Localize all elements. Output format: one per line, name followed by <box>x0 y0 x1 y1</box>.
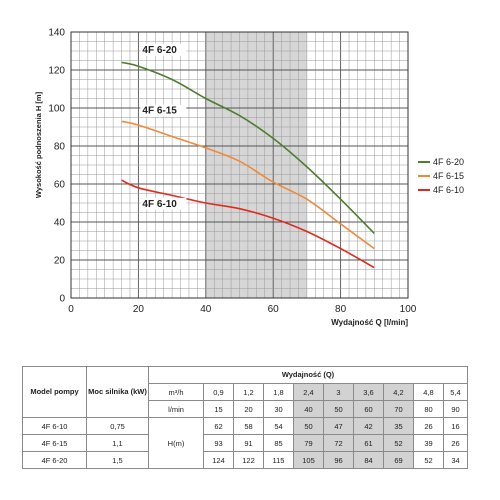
series-line-0 <box>121 61 375 234</box>
power-cell: 0,75 <box>86 417 149 435</box>
head-value: 91 <box>233 434 264 452</box>
m3h-value: 5,4 <box>443 383 468 401</box>
lmin-value: 20 <box>233 400 264 418</box>
curve-label-bg <box>140 104 187 117</box>
unit-m3h: m³/h <box>148 383 204 401</box>
head-value: 93 <box>203 434 234 452</box>
head-value: 58 <box>233 417 264 435</box>
m3h-value: 0,9 <box>203 383 234 401</box>
lmin-value: 80 <box>413 400 444 418</box>
y-tick-label: 40 <box>54 218 66 229</box>
m3h-value: 1,2 <box>233 383 264 401</box>
legend-label-2: 4F 6-10 <box>433 185 464 195</box>
head-value: 47 <box>323 417 354 435</box>
series-line-2 <box>121 179 375 269</box>
model-cell: 4F 6-15 <box>22 434 87 452</box>
y-tick-label: 60 <box>54 180 66 191</box>
x-tick-label: 0 <box>68 304 74 315</box>
power-cell: 1,5 <box>86 451 149 469</box>
performance-chart: 0 20 40 60 80 100 0 20 40 60 80 100 120 140 Wydajność … <box>34 28 464 328</box>
head-value: 84 <box>353 451 384 469</box>
head-value: 52 <box>383 434 414 452</box>
head-value: 124 <box>203 451 234 469</box>
curve-label-1: 4F 6-15 <box>142 106 177 117</box>
series-line-1 <box>121 120 375 250</box>
head-value: 122 <box>233 451 264 469</box>
lmin-value: 90 <box>443 400 468 418</box>
m3h-value: 4,8 <box>413 383 444 401</box>
power-cell: 1,1 <box>86 434 149 452</box>
y-tick-label: 120 <box>48 66 65 77</box>
table-header-row: Model pompy Moc silnika (kW) Wydajność (… <box>22 366 468 418</box>
x-tick-label: 100 <box>400 304 417 315</box>
head-value: 35 <box>383 417 414 435</box>
x-tick-label: 80 <box>335 304 347 315</box>
curve-label-bg <box>140 197 187 210</box>
head-value: 72 <box>323 434 354 452</box>
head-value: 34 <box>443 451 468 469</box>
col-flow-header: Wydajność (Q) <box>148 366 468 384</box>
x-tick-label: 20 <box>133 304 145 315</box>
head-value: 39 <box>413 434 444 452</box>
legend-label-1: 4F 6-15 <box>433 171 464 181</box>
chart-svg: 0 20 40 60 80 100 0 20 40 60 80 100 120 140 Wydajność … <box>34 28 464 328</box>
col-power-header: Moc silnika (kW) <box>86 366 149 418</box>
y-axis-label: Wysokość podnoszenia H [m] <box>34 91 43 198</box>
lmin-value: 50 <box>323 400 354 418</box>
y-tick-label: 20 <box>54 256 66 267</box>
lmin-value: 30 <box>263 400 294 418</box>
plot-frame <box>70 31 409 299</box>
spec-table: Model pompy Moc silnika (kW) Wydajność (… <box>22 366 468 469</box>
head-value: 85 <box>263 434 294 452</box>
model-cell: 4F 6-10 <box>22 417 87 435</box>
head-value: 62 <box>203 417 234 435</box>
m3h-value: 4,2 <box>383 383 414 401</box>
y-tick-label: 100 <box>48 104 65 115</box>
m3h-value: 1,8 <box>263 383 294 401</box>
m3h-value: 3,6 <box>353 383 384 401</box>
x-tick-label: 60 <box>268 304 280 315</box>
head-value: 16 <box>443 417 468 435</box>
x-tick-label: 40 <box>200 304 212 315</box>
lmin-value: 40 <box>293 400 324 418</box>
table-row: 4F 6-20 1,5 124 122 115 105 96 84 69 52 34 <box>22 451 468 469</box>
lmin-value: 15 <box>203 400 234 418</box>
head-value: 52 <box>413 451 444 469</box>
lmin-value: 70 <box>383 400 414 418</box>
head-value: 61 <box>353 434 384 452</box>
head-value: 105 <box>293 451 324 469</box>
head-value: 115 <box>263 451 294 469</box>
model-cell: 4F 6-20 <box>22 451 87 469</box>
table-row: 4F 6-15 1,1 93 91 85 79 72 61 52 39 26 <box>22 434 468 452</box>
legend-label-0: 4F 6-20 <box>433 157 464 167</box>
unit-h: H(m) <box>148 417 204 469</box>
head-value: 69 <box>383 451 414 469</box>
table-row-lmin: l/min 15 20 30 40 50 60 70 80 90 <box>23 400 468 418</box>
unit-lmin: l/min <box>148 400 204 418</box>
head-value: 50 <box>293 417 324 435</box>
m3h-value: 2,4 <box>293 383 324 401</box>
curve-label-0: 4F 6-20 <box>142 45 177 56</box>
head-value: 79 <box>293 434 324 452</box>
table-row: 4F 6-10 0,75 H(m) 62 58 54 50 47 42 35 26 16 <box>22 417 468 469</box>
lmin-value: 60 <box>353 400 384 418</box>
m3h-value: 3 <box>323 383 354 401</box>
col-model-header: Model pompy <box>22 366 87 418</box>
head-value: 26 <box>413 417 444 435</box>
curve-label-bg <box>140 43 187 56</box>
y-tick-label: 80 <box>54 142 66 153</box>
y-tick-label: 0 <box>59 294 65 305</box>
head-value: 42 <box>353 417 384 435</box>
x-axis-label: Wydajność Q [l/min] <box>331 318 408 327</box>
curve-label-2: 4F 6-10 <box>142 199 177 210</box>
head-value: 26 <box>443 434 468 452</box>
head-value: 54 <box>263 417 294 435</box>
y-tick-label: 140 <box>48 28 65 39</box>
head-value: 96 <box>323 451 354 469</box>
